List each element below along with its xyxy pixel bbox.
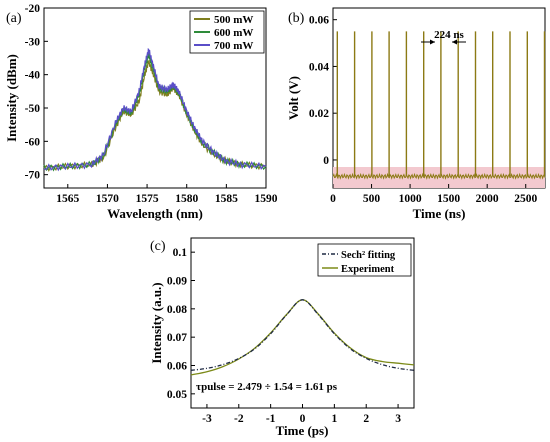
c-y-tick-label-2: 0.07 [167,332,187,344]
y-axis-label-c: Intensity (a.u.) [149,282,164,363]
c-y-tick-label-0: 0.05 [167,389,187,401]
period-arrowhead-right [452,39,457,45]
panel-label-a: (a) [6,11,22,26]
a-x-tick-label-2: 1575 [136,193,159,205]
x-axis-label-b: Time (ns) [413,206,466,221]
c-y-tick-label-5: 0.1 [173,247,188,259]
pulse-width-annotation: τpulse = 2.479 ÷ 1.54 = 1.61 ps [196,381,338,393]
period-arrowhead-left [430,39,435,45]
a-x-tick-label-1: 1570 [96,193,119,205]
panel-label-c: (c) [150,239,166,254]
a-x-tick-label-0: 1565 [56,193,79,205]
c-y-tick-label-1: 0.06 [167,361,187,373]
a-y-tick-label-1: -30 [25,36,41,48]
legend-a: 500 mW 600 mW 700 mW [189,10,265,54]
legend-box-c [317,243,412,277]
period-label: 224 ns [434,29,464,41]
a-y-tick-label-5: -70 [25,170,41,182]
period-annotation-b: 224 ns [421,29,466,45]
c-x-tick-label-1: -2 [234,413,244,425]
plot-frame-a [43,7,267,189]
b-y-tick-label-0: 0 [323,155,329,167]
a-x-tick-label-4: 1585 [215,193,238,205]
a-x-tick-label-5: 1590 [255,193,278,205]
panel-a: (a) 1565 1570 1575 1580 1585 1590 -20 -30 -40 -5… [4,3,278,221]
legend-label-500: 500 mW [214,14,253,26]
a-y-tick-label-4: -60 [25,136,41,148]
a-y-tick-label-3: -50 [25,103,41,115]
b-x-tick-label-5: 2500 [514,193,537,205]
panel-c: (c) -3 -2 -1 0 1 2 3 0.05 0.06 0.07 0.08 0.09 0.1 T… [149,237,415,438]
x-axis-label-c: Time (ps) [276,423,329,438]
b-x-tick-label-2: 1000 [399,193,422,205]
c-x-tick-label-5: 2 [363,413,369,425]
spectrum-line-2 [43,47,267,172]
legend-label-700: 700 mW [214,40,253,52]
b-x-tick-label-3: 1500 [437,193,460,205]
a-y-tick-label-2: -40 [25,70,41,82]
c-x-tick-label-3: 0 [300,413,306,425]
b-x-tick-label-0: 0 [330,193,336,205]
panel-label-b: (b) [288,11,305,26]
b-x-tick-label-4: 2000 [476,193,499,205]
x-axis-label-a: Wavelength (nm) [107,206,203,221]
a-x-tick-label-3: 1580 [175,193,198,205]
b-y-tick-label-2: 0.04 [309,61,329,73]
a-y-tick-label-0: -20 [25,3,41,15]
b-x-tick-label-1: 500 [363,193,381,205]
b-y-tick-label-1: 0.02 [309,108,329,120]
legend-c: Sech² fitting Experiment [317,243,412,277]
legend-label-experiment: Experiment [341,264,395,275]
y-axis-label-a: Intensity (dBm) [4,54,19,142]
b-y-tick-label-3: 0.06 [309,15,329,27]
c-y-tick-label-3: 0.08 [167,304,187,316]
c-y-tick-label-4: 0.09 [167,276,187,288]
c-x-tick-label-0: -3 [202,413,212,425]
y-axis-label-b: Volt (V) [286,76,301,120]
c-x-tick-label-6: 3 [395,413,401,425]
sech-fit-line [190,299,415,371]
c-x-tick-label-4: 1 [331,413,337,425]
legend-label-sech: Sech² fitting [341,250,396,261]
pulse-baseline [332,172,546,180]
legend-label-600: 600 mW [214,27,253,39]
panel-b: (b) 0 500 1000 1500 2000 2500 0 0.02 0.04 0.06 2… [286,7,546,221]
c-x-tick-label-2: -1 [266,413,276,425]
spectrum-line-0 [43,59,266,172]
